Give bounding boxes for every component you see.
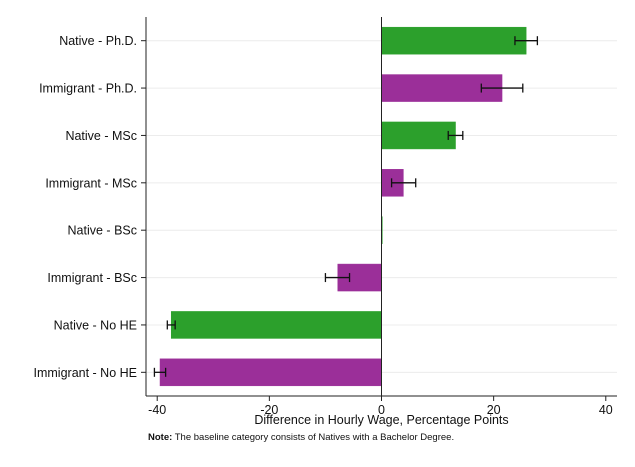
x-axis-title: Difference in Hourly Wage, Percentage Po… bbox=[254, 413, 508, 427]
category-label: Immigrant - BSc bbox=[47, 271, 137, 285]
note-text: The baseline category consists of Native… bbox=[172, 432, 455, 443]
category-label: Native - MSc bbox=[65, 129, 137, 143]
category-label: Native - BSc bbox=[68, 224, 137, 238]
bar bbox=[170, 311, 382, 339]
category-label: Immigrant - No HE bbox=[34, 366, 138, 380]
x-tick-label: 40 bbox=[599, 403, 613, 417]
bar bbox=[381, 26, 527, 55]
category-label: Native - No HE bbox=[54, 318, 137, 332]
category-label: Native - Ph.D. bbox=[59, 34, 137, 48]
x-tick-label: -40 bbox=[148, 403, 166, 417]
error-bars bbox=[153, 36, 539, 377]
x-tick-label: 0 bbox=[378, 403, 385, 417]
x-tick-label: 20 bbox=[487, 403, 501, 417]
x-tick-label: -20 bbox=[260, 403, 278, 417]
labels: Native - Ph.D. Immigrant - Ph.D. Native - … bbox=[34, 34, 613, 427]
category-label: Immigrant - MSc bbox=[45, 176, 137, 190]
chart-note: Note: The baseline category consists of … bbox=[148, 432, 454, 443]
bar bbox=[381, 121, 456, 150]
category-label: Immigrant - Ph.D. bbox=[39, 82, 137, 96]
note-label: Note: bbox=[148, 432, 173, 443]
bar bbox=[159, 358, 382, 387]
axes bbox=[141, 17, 617, 401]
